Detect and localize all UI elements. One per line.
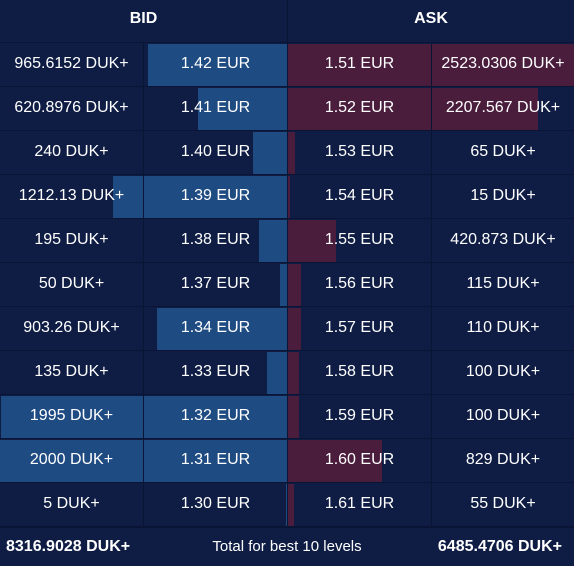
row-separator [0, 218, 574, 219]
row-separator [0, 350, 574, 351]
row-separator [0, 86, 574, 87]
bid-amount: 50 DUK+ [38, 275, 105, 292]
ask-depth-bar [288, 440, 382, 482]
ask-price: 1.54 EUR [324, 187, 395, 204]
bid-depth-bar [267, 352, 287, 394]
bid-amount: 5 DUK+ [43, 495, 100, 512]
bid-depth-bar [253, 132, 287, 174]
ask-price: 1.53 EUR [324, 143, 395, 160]
ask-price: 1.56 EUR [324, 275, 395, 292]
bid-total: 8316.9028 DUK+ [6, 538, 131, 555]
row-separator [0, 438, 574, 439]
row-separator [0, 394, 574, 395]
orderbook-footer: 8316.9028 DUK+ Total for best 10 levels … [0, 527, 574, 561]
ask-depth-bar [288, 176, 290, 218]
ask-price: 1.61 EUR [324, 495, 395, 512]
ask-price: 1.59 EUR [324, 407, 395, 424]
orderbook-row[interactable]: 240 DUK+ 1.40 EUR 1.53 EUR 65 DUK+ [0, 131, 574, 175]
bid-amount: 1995 DUK+ [29, 407, 114, 424]
bid-depth-bar [259, 220, 287, 262]
column-divider [287, 43, 288, 527]
ask-amount: 100 DUK+ [465, 407, 541, 424]
ask-depth-bar [288, 308, 301, 350]
bid-column-header: BID [129, 10, 158, 27]
ask-amount: 420.873 DUK+ [450, 231, 556, 248]
row-separator [0, 306, 574, 307]
bid-amount: 965.6152 DUK+ [14, 55, 129, 72]
ask-amount: 2523.0306 DUK+ [441, 55, 565, 72]
bid-price: 1.39 EUR [180, 187, 251, 204]
bid-amount: 240 DUK+ [34, 143, 109, 160]
ask-amount: 110 DUK+ [466, 319, 540, 336]
ask-amount: 65 DUK+ [470, 143, 536, 160]
bid-depth-bar [157, 308, 287, 350]
bid-depth-bar [286, 484, 287, 526]
ask-depth-bar [288, 352, 299, 394]
column-divider [431, 43, 432, 527]
orderbook-row[interactable]: 195 DUK+ 1.38 EUR 1.55 EUR 420.873 DUK+ [0, 219, 574, 263]
ask-price: 1.58 EUR [324, 363, 395, 380]
orderbook-row[interactable]: 1212.13 DUK+ 1.39 EUR 1.54 EUR 15 DUK+ [0, 175, 574, 219]
bid-amount: 903.26 DUK+ [23, 319, 120, 336]
ask-amount: 829 DUK+ [465, 451, 541, 468]
ask-amount: 15 DUK+ [470, 187, 536, 204]
orderbook-row[interactable]: 903.26 DUK+ 1.34 EUR 1.57 EUR 110 DUK+ [0, 307, 574, 351]
ask-depth-bar [288, 132, 295, 174]
bid-depth-bar [1, 396, 287, 438]
orderbook-row[interactable]: 50 DUK+ 1.37 EUR 1.56 EUR 115 DUK+ [0, 263, 574, 307]
bid-amount: 135 DUK+ [34, 363, 109, 380]
bid-price: 1.40 EUR [180, 143, 251, 160]
orderbook-row[interactable]: 2000 DUK+ 1.31 EUR 1.60 EUR 829 DUK+ [0, 439, 574, 483]
bid-price: 1.34 EUR [180, 319, 251, 336]
ask-amount: 55 DUK+ [470, 495, 536, 512]
orderbook-row[interactable]: 5 DUK+ 1.30 EUR 1.61 EUR 55 DUK+ [0, 483, 574, 527]
orderbook-row[interactable]: 1995 DUK+ 1.32 EUR 1.59 EUR 100 DUK+ [0, 395, 574, 439]
row-separator [0, 174, 574, 175]
orderbook-row[interactable]: 620.8976 DUK+ 1.41 EUR 1.52 EUR 2207.567 DU… [0, 87, 574, 131]
bid-price: 1.32 EUR [180, 407, 251, 424]
bid-amount: 195 DUK+ [34, 231, 109, 248]
row-separator [0, 130, 574, 131]
ask-amount: 100 DUK+ [465, 363, 541, 380]
column-divider [143, 43, 144, 527]
ask-price: 1.51 EUR [324, 55, 395, 72]
bid-price: 1.37 EUR [180, 275, 251, 292]
ask-depth-bar [288, 484, 294, 526]
bid-depth-bar [280, 264, 287, 306]
ask-depth-bar [288, 264, 301, 306]
header-divider [287, 0, 288, 42]
ask-amount: 2207.567 DUK+ [445, 99, 561, 116]
bid-price: 1.42 EUR [180, 55, 251, 72]
ask-price: 1.52 EUR [324, 99, 395, 116]
row-separator [0, 262, 574, 263]
total-label: Total for best 10 levels [212, 538, 362, 555]
bid-price: 1.30 EUR [180, 495, 251, 512]
bid-price: 1.31 EUR [180, 451, 251, 468]
bid-price: 1.38 EUR [180, 231, 251, 248]
row-separator [0, 526, 574, 527]
row-separator [0, 482, 574, 483]
ask-price: 1.60 EUR [324, 451, 395, 468]
bid-depth-bar [113, 176, 287, 218]
bid-price: 1.33 EUR [180, 363, 251, 380]
ask-price: 1.55 EUR [324, 231, 395, 248]
ask-column-header: ASK [414, 10, 448, 27]
bid-amount: 1212.13 DUK+ [18, 187, 125, 204]
bid-depth-bar [148, 44, 287, 86]
ask-amount: 115 DUK+ [466, 275, 540, 292]
ask-total: 6485.4706 DUK+ [437, 538, 562, 555]
bid-depth-bar [198, 88, 287, 130]
ask-depth-bar [288, 220, 336, 262]
ask-depth-bar [288, 396, 299, 438]
ask-depth-bar [288, 88, 538, 130]
orderbook-row[interactable]: 135 DUK+ 1.33 EUR 1.58 EUR 100 DUK+ [0, 351, 574, 395]
bid-amount: 620.8976 DUK+ [14, 99, 129, 116]
ask-price: 1.57 EUR [324, 319, 395, 336]
bid-price: 1.41 EUR [180, 99, 251, 116]
bid-amount: 2000 DUK+ [29, 451, 114, 468]
orderbook-header: BID ASK [0, 0, 574, 43]
